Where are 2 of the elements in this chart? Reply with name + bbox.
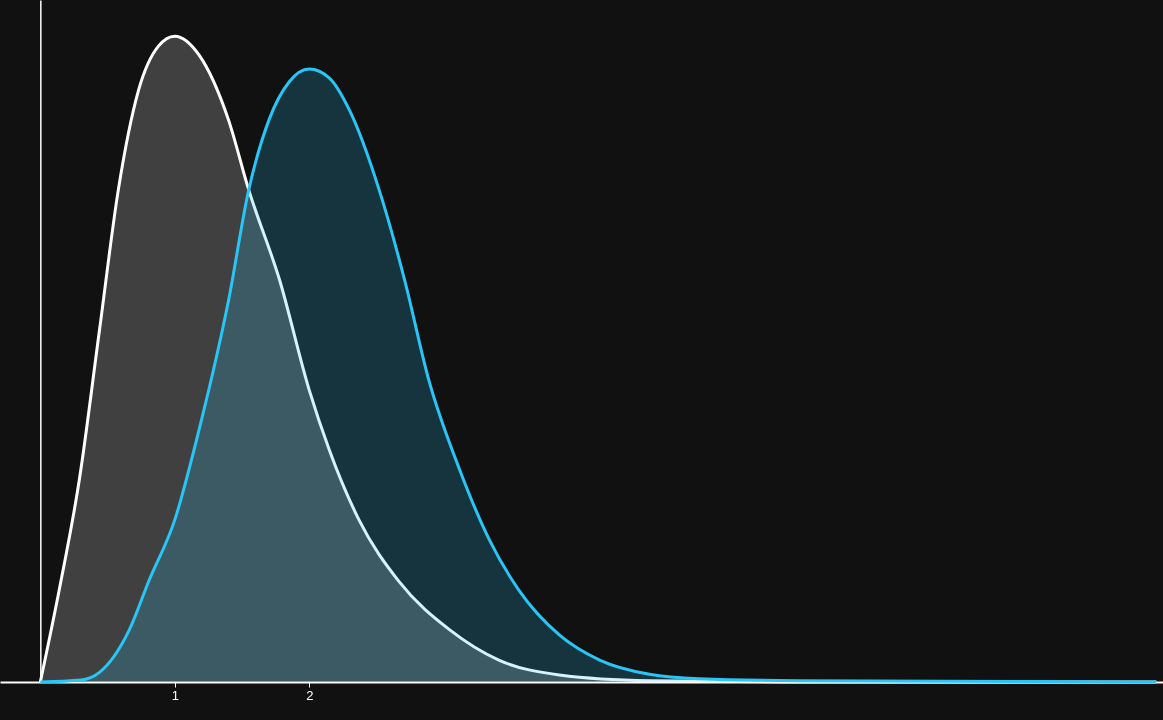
x-tick-label: 2 [306, 687, 314, 703]
x-tick-label: 1 [171, 687, 179, 703]
